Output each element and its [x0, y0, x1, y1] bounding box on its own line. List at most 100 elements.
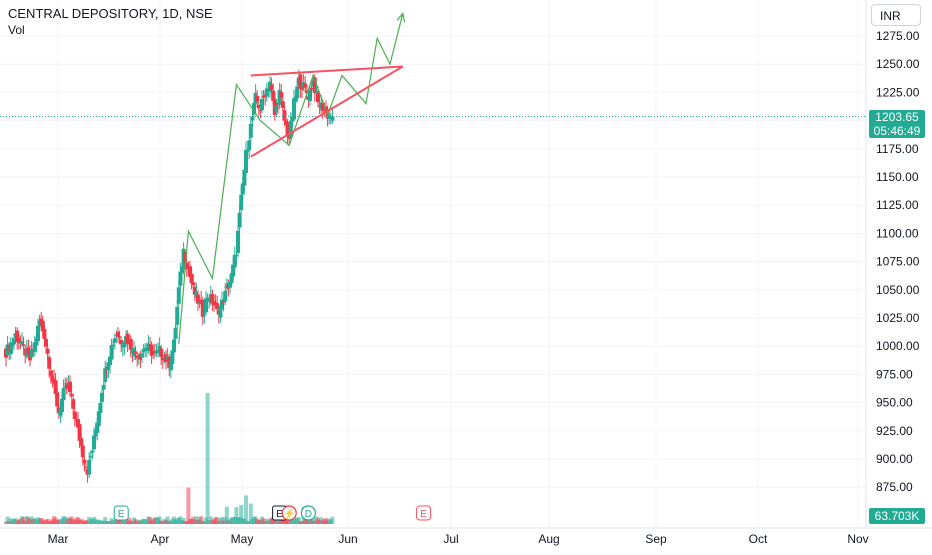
candle-body [288, 120, 293, 137]
candle-body [303, 83, 308, 88]
candle-body [170, 350, 175, 364]
time-axis: Mar Apr May Jun Jul Aug Sep Oct Nov [0, 527, 932, 546]
event-marker-letter: E [420, 509, 427, 520]
dividend-marker [300, 505, 316, 521]
candle-body [42, 328, 47, 340]
projection-arrowhead [396, 12, 406, 23]
candle-body [87, 459, 92, 475]
month-tick-label: Mar [48, 532, 69, 546]
candle-body [236, 230, 240, 254]
price-tick-label: 1175.00 [876, 142, 919, 156]
price-tick-label: 1025.00 [876, 311, 920, 325]
candle-body [116, 331, 120, 337]
candle-body [112, 338, 117, 343]
price-tick-label: 900.00 [876, 452, 913, 466]
candle-body [69, 393, 74, 396]
annotations [178, 12, 406, 344]
earnings-marker [416, 505, 432, 521]
candle-body [21, 344, 26, 346]
candle-body [292, 98, 296, 120]
candle-body [256, 104, 261, 109]
candle-body [140, 353, 144, 357]
volume-value-label: 63.703K [869, 508, 925, 524]
candle-body [48, 370, 53, 376]
price-axis: 875.00 900.00 925.00 950.00 975.00 1000.00 102… [865, 0, 920, 528]
candle-body [240, 183, 245, 195]
candle-body [309, 88, 314, 90]
last-price-value: 1203.65 [875, 110, 919, 124]
candle-body [76, 419, 80, 428]
candle-body [239, 194, 244, 211]
candle-body [125, 333, 130, 345]
price-tick-label: 1150.00 [876, 170, 919, 184]
volume-bar [165, 516, 170, 524]
candle-body [242, 169, 247, 186]
candle-body [84, 466, 88, 468]
candle-body [175, 307, 180, 325]
month-tick-label: Oct [749, 532, 768, 546]
candle-body [79, 438, 84, 446]
candle-body [244, 149, 248, 174]
candle-body [101, 385, 106, 390]
candle-body [109, 345, 114, 360]
price-tick-label: 975.00 [876, 367, 913, 381]
candle-body [68, 381, 72, 393]
candle-body [200, 299, 205, 317]
candle-body [184, 263, 189, 269]
price-tick-label: 1250.00 [876, 57, 920, 71]
volume-bar [224, 506, 229, 524]
candle-body [122, 341, 127, 348]
candle-body [204, 298, 208, 313]
price-tick-label: 1075.00 [876, 255, 920, 269]
candle-body [64, 383, 69, 389]
triangle-upper-trendline [250, 65, 403, 77]
candle-body [12, 338, 16, 345]
candle-body [160, 357, 165, 361]
candle-body [320, 102, 325, 111]
currency-selector[interactable]: INR [871, 4, 921, 26]
last-price-label: 1203.65 05:46:49 [869, 110, 925, 138]
candle-body [293, 96, 298, 102]
candle-body [10, 342, 15, 347]
month-tick-label: Sep [645, 532, 667, 546]
candle-body [298, 74, 303, 89]
volume-bar [234, 507, 239, 524]
candle-body [95, 422, 100, 433]
candle-body [173, 327, 178, 339]
volume-bar [330, 516, 335, 524]
event-markers: E E ⚡ D E [113, 505, 432, 521]
volume-bar [186, 487, 191, 524]
candle-body [308, 89, 312, 101]
candle-body [255, 95, 260, 102]
candle-body [20, 341, 24, 345]
candle-body [159, 348, 164, 357]
candle-body [111, 344, 116, 346]
candle-body [237, 212, 242, 228]
candle-body [258, 109, 263, 112]
candle-body [260, 99, 264, 111]
candle-body [210, 293, 215, 304]
candle-body [32, 342, 37, 352]
candle-body [93, 429, 98, 437]
earnings-marker [113, 505, 129, 521]
candle-body [192, 286, 197, 295]
candle-body [189, 273, 194, 284]
symbol-title: CENTRAL DEPOSITORY, 1D, NSE [8, 6, 213, 21]
price-tick-label: 1275.00 [876, 29, 920, 43]
candle-body [106, 362, 111, 371]
grid [0, 0, 866, 528]
candle-body [245, 150, 250, 153]
candle-body [327, 115, 332, 119]
volume-bar [244, 495, 248, 524]
candle-body [100, 392, 104, 402]
price-tick-label: 1050.00 [876, 283, 920, 297]
candle-body [16, 338, 21, 343]
candle-body [146, 343, 151, 352]
candle-body [90, 451, 95, 453]
candle-body [98, 402, 103, 414]
candle-body [135, 355, 140, 359]
candle-body [316, 92, 320, 103]
candle-body [183, 251, 188, 262]
